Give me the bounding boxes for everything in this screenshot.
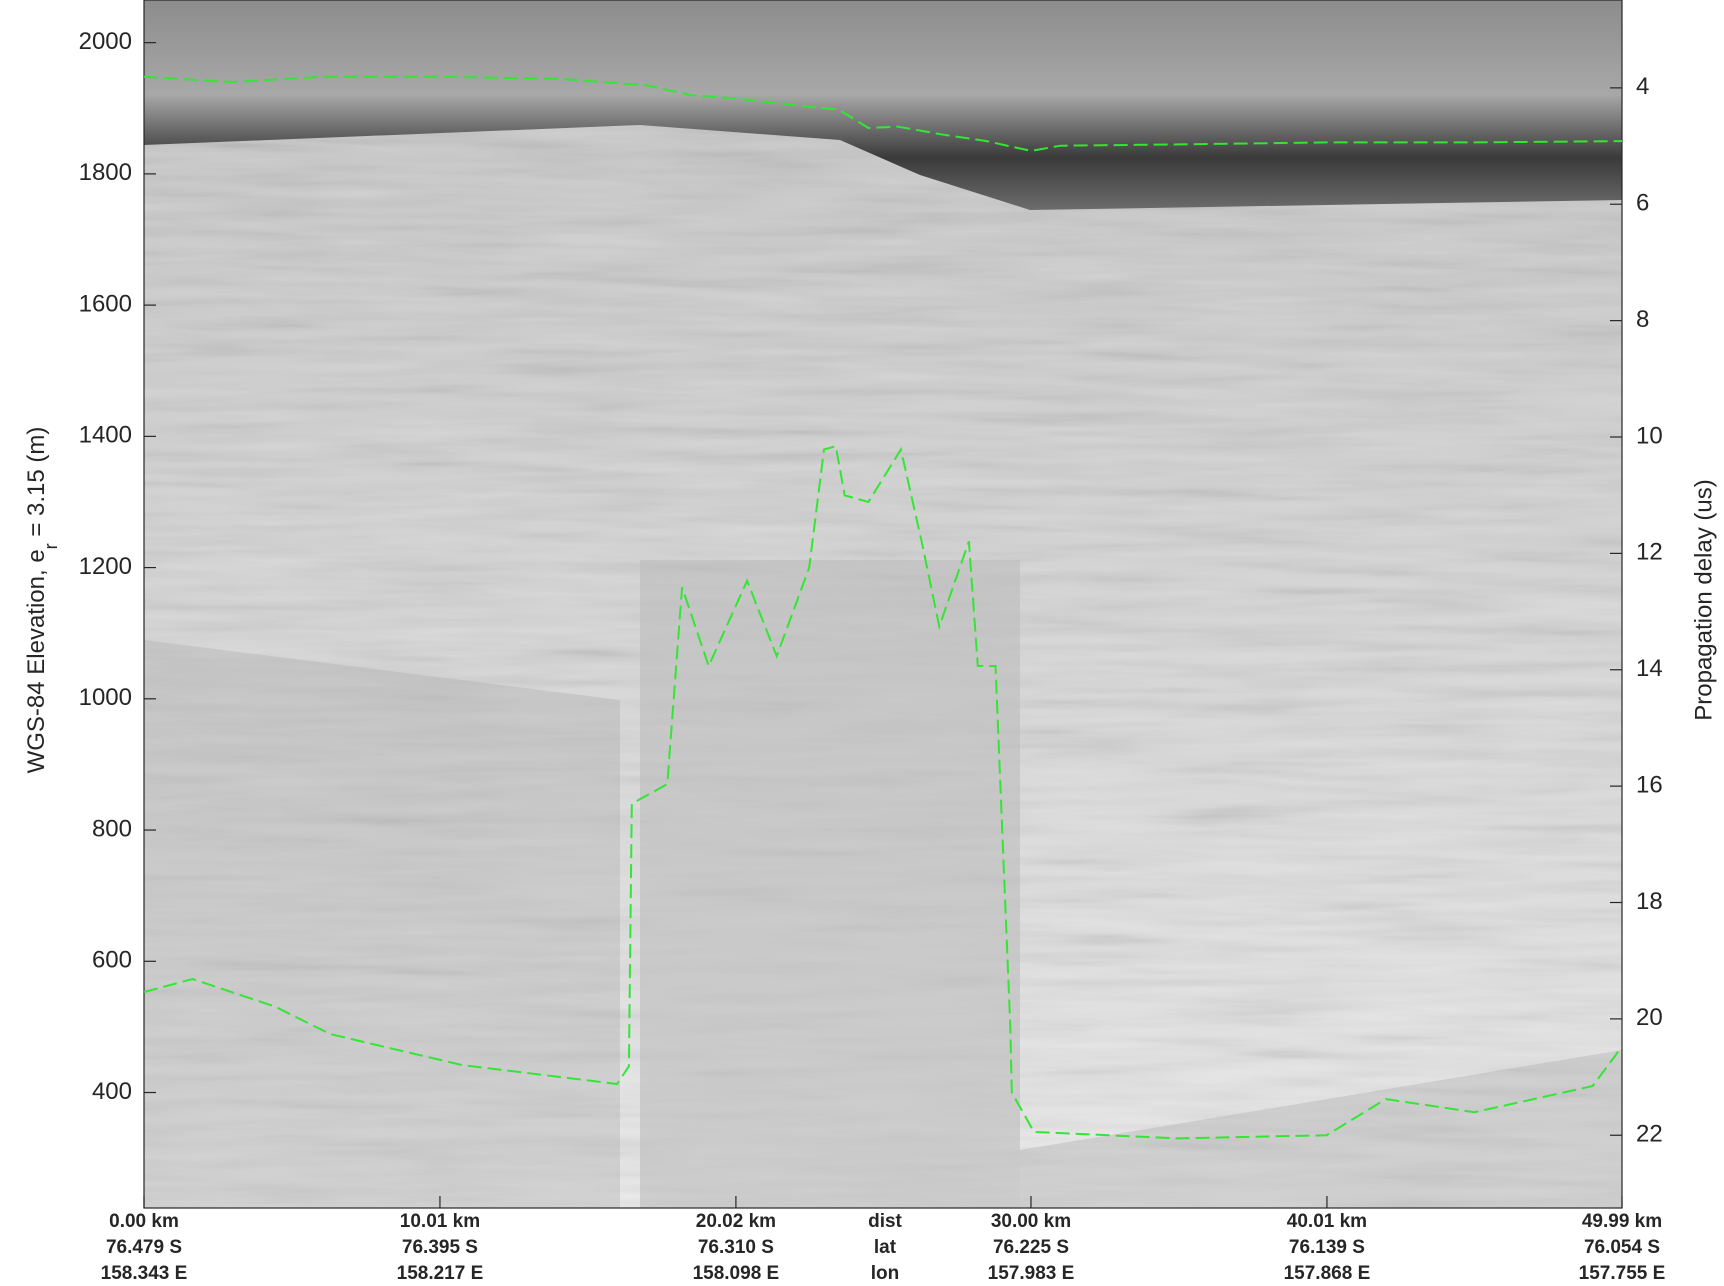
y2-tick-label: 14 xyxy=(1636,655,1663,682)
lon-label: 158.098 E xyxy=(693,1263,780,1284)
y-tick-label: 600 xyxy=(92,947,132,974)
y2-tick-label: 6 xyxy=(1636,190,1649,217)
y2-tick-label: 4 xyxy=(1636,73,1649,100)
pick-line xyxy=(143,75,1623,152)
x-tick-label: 10.01 km xyxy=(400,1211,480,1232)
y2-tick-label: 8 xyxy=(1636,306,1649,333)
y-tick-label: 1000 xyxy=(79,684,132,711)
y-axis-label-part: WGS-84 Elevation, e xyxy=(23,549,50,773)
row-name: lat xyxy=(874,1237,897,1258)
y-axis-label-part: = 3.15 (m) xyxy=(23,427,50,544)
lat-label: 76.225 S xyxy=(993,1237,1069,1258)
y-tick-label: 1200 xyxy=(79,553,132,580)
y2-tick-label: 16 xyxy=(1636,771,1663,798)
lat-label: 76.310 S xyxy=(698,1237,774,1258)
y2-tick-label: 22 xyxy=(1636,1121,1663,1148)
echogram xyxy=(144,0,1622,1208)
lon-label: 157.983 E xyxy=(988,1263,1075,1284)
lat-label: 76.479 S xyxy=(106,1237,182,1258)
lat-label: 76.395 S xyxy=(402,1237,478,1258)
y-tick-label: 2000 xyxy=(79,28,132,55)
row-name: dist xyxy=(868,1211,902,1232)
y-tick-label: 400 xyxy=(92,1078,132,1105)
y-axis-label-sub: r xyxy=(41,543,61,549)
lat-label: 76.054 S xyxy=(1584,1237,1660,1258)
row-name: lon xyxy=(871,1263,900,1284)
x-tick-label: 0.00 km xyxy=(109,1211,179,1232)
y-tick-label: 800 xyxy=(92,815,132,842)
y2-tick-label: 20 xyxy=(1636,1004,1663,1031)
x-tick-label: 30.00 km xyxy=(991,1211,1071,1232)
y-tick-label: 1600 xyxy=(79,290,132,317)
lon-label: 157.868 E xyxy=(1284,1263,1371,1284)
x-tick-label: 20.02 km xyxy=(696,1211,776,1232)
y-tick-label: 1400 xyxy=(79,422,132,449)
lon-label: 158.217 E xyxy=(397,1263,484,1284)
lat-label: 76.139 S xyxy=(1289,1237,1365,1258)
x-tick-label: 40.01 km xyxy=(1287,1211,1367,1232)
lon-label: 157.755 E xyxy=(1579,1263,1666,1284)
y2-tick-label: 10 xyxy=(1636,422,1663,449)
plot-frame xyxy=(143,0,1623,1209)
pick-line xyxy=(143,444,1623,1140)
y2-axis-label: Propagation delay (us) xyxy=(1690,479,1717,720)
lon-label: 158.343 E xyxy=(101,1263,188,1284)
y2-tick-label: 18 xyxy=(1636,888,1663,915)
x-tick-label: 49.99 km xyxy=(1582,1211,1662,1232)
y2-tick-label: 12 xyxy=(1636,539,1663,566)
y-axis-label: WGS-84 Elevation, er = 3.15 (m) xyxy=(23,427,60,774)
y-tick-label: 1800 xyxy=(79,159,132,186)
